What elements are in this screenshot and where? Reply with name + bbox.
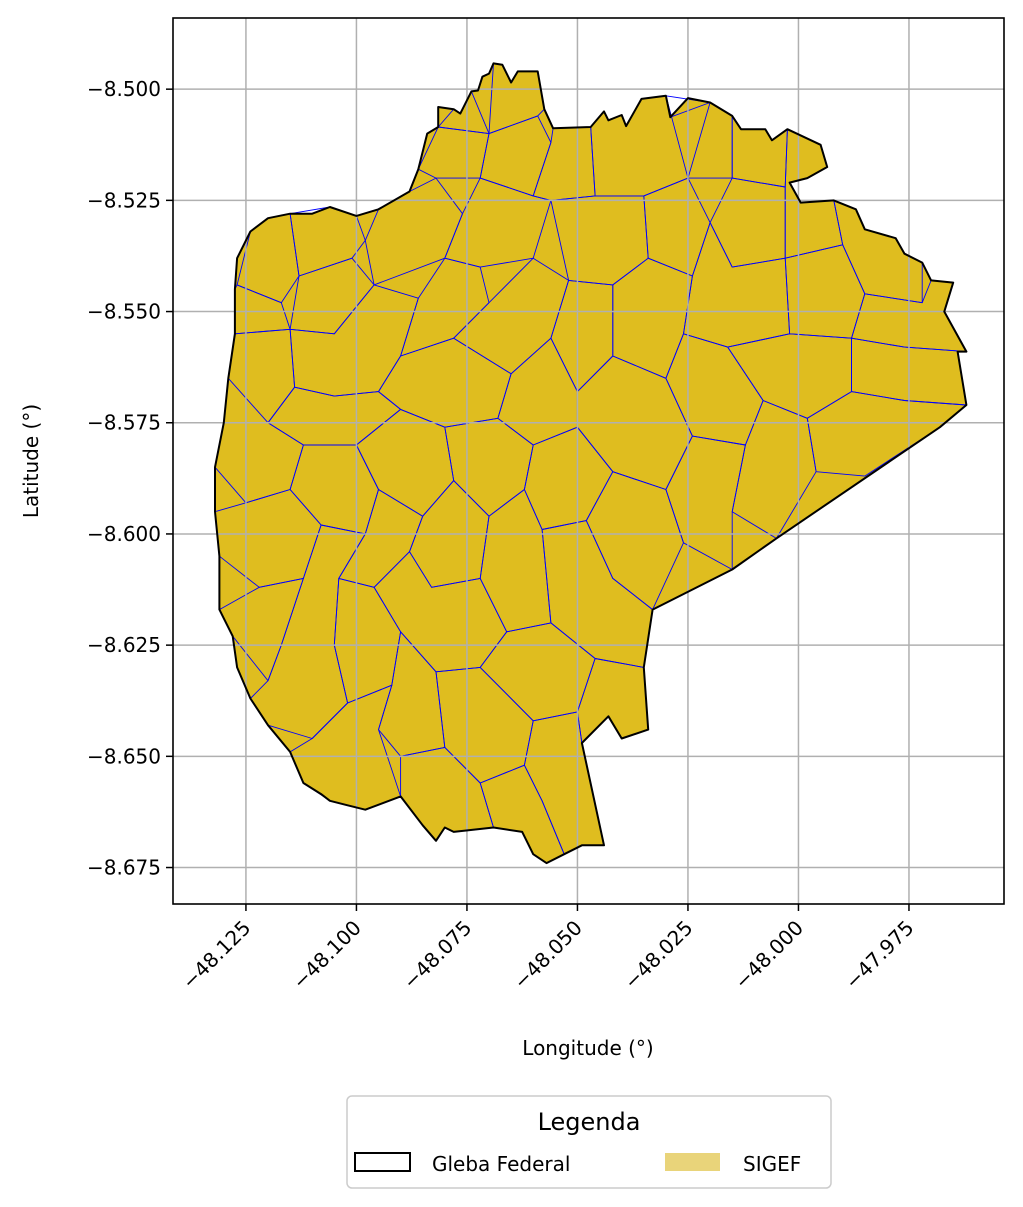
legend-label-sigef: SIGEF: [743, 1152, 801, 1176]
y-tick-label: −8.525: [87, 188, 161, 212]
y-tick-label: −8.675: [87, 856, 161, 880]
y-axis-ticks: −8.500 −8.525 −8.550 −8.575 −8.600 −8.625 −8.6…: [87, 77, 173, 880]
gleba-layer: [215, 63, 967, 864]
y-tick-label: −8.600: [87, 522, 161, 546]
grid-lines: [173, 18, 1004, 904]
plot-frame: [172, 17, 1005, 905]
legend-label-gleba-federal: Gleba Federal: [432, 1152, 570, 1176]
legend-title: Legenda: [538, 1108, 641, 1136]
x-axis-label: Longitude (°): [522, 1036, 653, 1060]
y-tick-label: −8.650: [87, 744, 161, 768]
gleba-federal-outline: [214, 62, 968, 865]
legend-swatch-gleba-federal: [354, 1152, 411, 1172]
y-tick-label: −8.550: [87, 300, 161, 324]
legend: Legenda Gleba Federal SIGEF: [346, 1095, 832, 1189]
y-axis-label: Latitude (°): [19, 404, 43, 518]
y-tick-label: −8.575: [87, 411, 161, 435]
y-tick-label: −8.625: [87, 633, 161, 657]
gleba-outline-layer: [214, 62, 968, 865]
legend-swatch-sigef: [665, 1153, 720, 1171]
y-tick-label: −8.500: [87, 77, 161, 101]
gleba-federal-area: [215, 63, 967, 864]
